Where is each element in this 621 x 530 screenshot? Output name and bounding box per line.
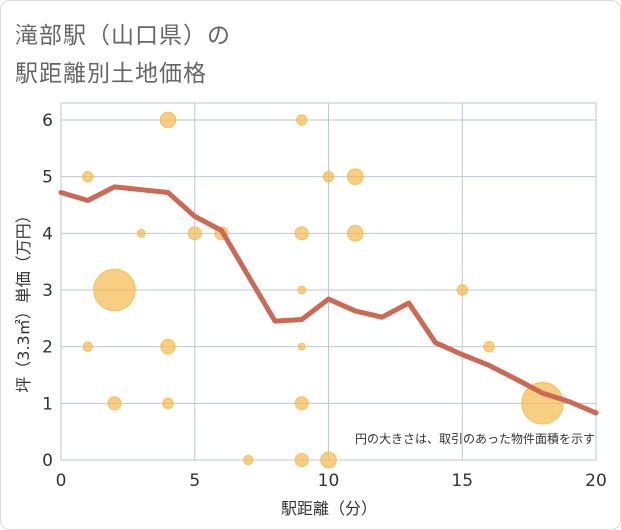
bubble-point xyxy=(159,111,177,129)
bubble-point xyxy=(187,226,202,241)
bubble-layer xyxy=(82,111,564,469)
bubble-point xyxy=(346,168,364,185)
bubble-point xyxy=(160,338,176,355)
bubble-point xyxy=(297,285,307,295)
bubble-point xyxy=(322,170,335,183)
bubble-point xyxy=(82,170,94,183)
bubble-point xyxy=(93,268,136,312)
x-tick-label: 0 xyxy=(56,471,67,491)
bubble-point xyxy=(162,397,174,410)
y-axis-label: 坪（3.3㎡）単価（万円） xyxy=(14,207,33,392)
bubble-point xyxy=(483,340,495,353)
bubble-point xyxy=(296,114,308,126)
trend-line-layer xyxy=(58,184,599,416)
bubble-point xyxy=(82,341,93,352)
bubble-point xyxy=(243,454,254,466)
y-tick-label: 4 xyxy=(42,224,53,244)
bubble-point xyxy=(294,226,309,241)
bubble-point xyxy=(456,284,468,296)
bubble-point xyxy=(294,453,309,467)
trend-line xyxy=(58,184,599,416)
grid-layer xyxy=(60,102,597,461)
bubble-point xyxy=(320,451,337,469)
x-tick-label: 15 xyxy=(451,471,473,491)
bubble-point xyxy=(521,382,564,425)
bubble-point xyxy=(297,342,306,351)
chart-title-line1: 滝部駅（山口県）の xyxy=(15,23,231,49)
bubble-point xyxy=(107,396,122,411)
y-tick-label: 1 xyxy=(42,394,53,414)
y-tick-label: 6 xyxy=(42,111,53,131)
bubble-point xyxy=(294,396,309,411)
y-tick-label: 0 xyxy=(42,451,53,471)
bubble-point xyxy=(136,228,146,238)
y-tick-label: 5 xyxy=(42,168,53,188)
x-tick-label: 10 xyxy=(318,471,340,491)
bubble-point xyxy=(346,225,364,242)
x-tick-label: 5 xyxy=(189,471,200,491)
bubble-size-note: 円の大きさは、取引のあった物件面積を示す xyxy=(355,431,595,446)
x-axis-label: 駅距離（分） xyxy=(281,499,377,518)
x-tick-label: 20 xyxy=(585,471,607,491)
y-tick-label: 2 xyxy=(42,338,53,358)
chart-title-line2: 駅距離別土地価格 xyxy=(15,61,207,87)
y-tick-label: 3 xyxy=(42,281,53,301)
tick-label-layer: 0 5 10 15 20 0 1 2 3 4 5 6 xyxy=(42,111,607,491)
